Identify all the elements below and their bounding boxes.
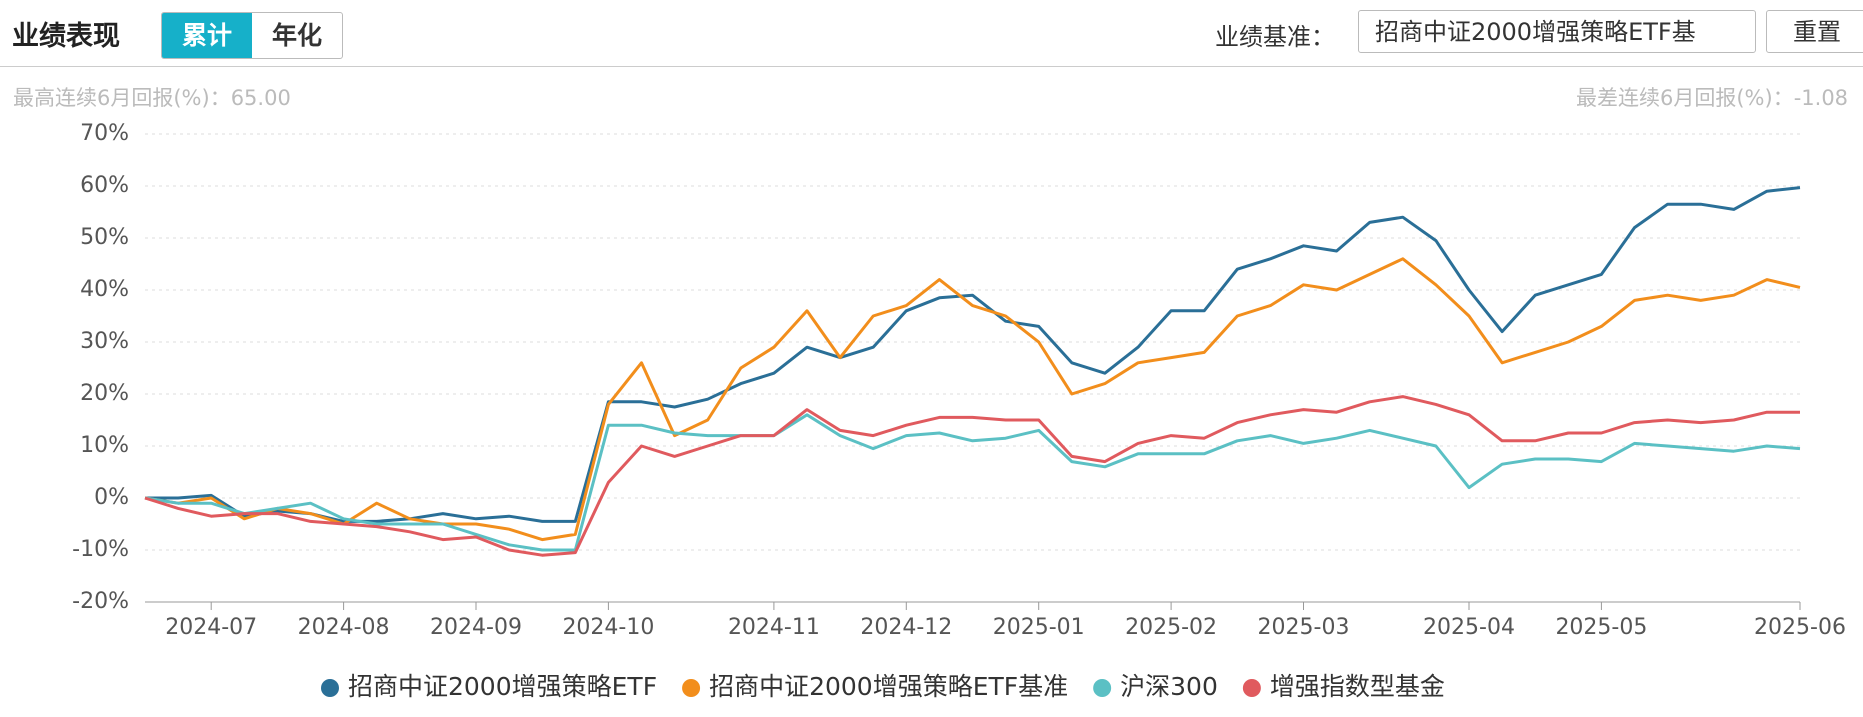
- legend-marker: [321, 679, 339, 697]
- y-tick-label: -10%: [72, 537, 129, 562]
- legend-label: 招商中证2000增强策略ETF基准: [709, 672, 1068, 701]
- y-tick-label: 60%: [80, 173, 129, 198]
- legend-marker: [682, 679, 701, 697]
- x-tick-label: 2024-11: [728, 615, 820, 640]
- series-line: [144, 257, 1801, 542]
- benchmark-select[interactable]: 招商中证2000增强策略ETF基: [1358, 10, 1756, 53]
- y-tick-label: 50%: [80, 225, 129, 250]
- x-tick-label: 2024-08: [298, 615, 390, 640]
- x-tick-label: 2025-01: [993, 615, 1085, 640]
- x-tick-label: 2025-06: [1754, 615, 1846, 640]
- y-tick-label: 30%: [80, 329, 129, 354]
- series-line: [144, 413, 1801, 552]
- x-tick-label: 2025-04: [1423, 615, 1515, 640]
- y-tick-label: -20%: [72, 589, 129, 614]
- legend-label: 沪深300: [1120, 672, 1218, 701]
- x-tick-label: 2024-07: [165, 615, 257, 640]
- legend-label: 招商中证2000增强策略ETF: [348, 672, 657, 701]
- x-tick-label: 2025-02: [1125, 615, 1217, 640]
- reset-button[interactable]: 重置: [1766, 10, 1863, 53]
- tab[interactable]: 年化: [271, 21, 322, 50]
- y-tick-label: 20%: [80, 381, 129, 406]
- legend-marker: [1093, 679, 1112, 697]
- x-tick-label: 2025-03: [1258, 615, 1350, 640]
- series-line: [145, 186, 1801, 523]
- x-tick-label: 2024-09: [430, 615, 522, 640]
- legend-label: 增强指数型基金: [1270, 672, 1445, 701]
- section-title: 业绩表现: [12, 21, 120, 52]
- x-tick-label: 2024-10: [562, 615, 654, 640]
- tab-group: 累计 年化: [161, 12, 343, 59]
- y-tick-label: 40%: [80, 277, 129, 302]
- worst-return: 最差连续6月回报(%)：-1.08: [1576, 86, 1849, 110]
- y-tick-label: 0%: [94, 485, 129, 510]
- tab[interactable]: 累计: [162, 13, 252, 58]
- y-tick-label: 70%: [80, 121, 129, 146]
- series-line: [144, 395, 1800, 557]
- best-return: 最高连续6月回报(%)：65.00: [13, 86, 291, 110]
- y-tick-label: 10%: [80, 433, 129, 458]
- divider: [0, 66, 1863, 67]
- legend-marker: [1242, 679, 1261, 697]
- benchmark-label: 业绩基准：: [1215, 23, 1335, 51]
- x-tick-label: 2025-05: [1555, 615, 1647, 640]
- x-tick-label: 2024-12: [860, 615, 952, 640]
